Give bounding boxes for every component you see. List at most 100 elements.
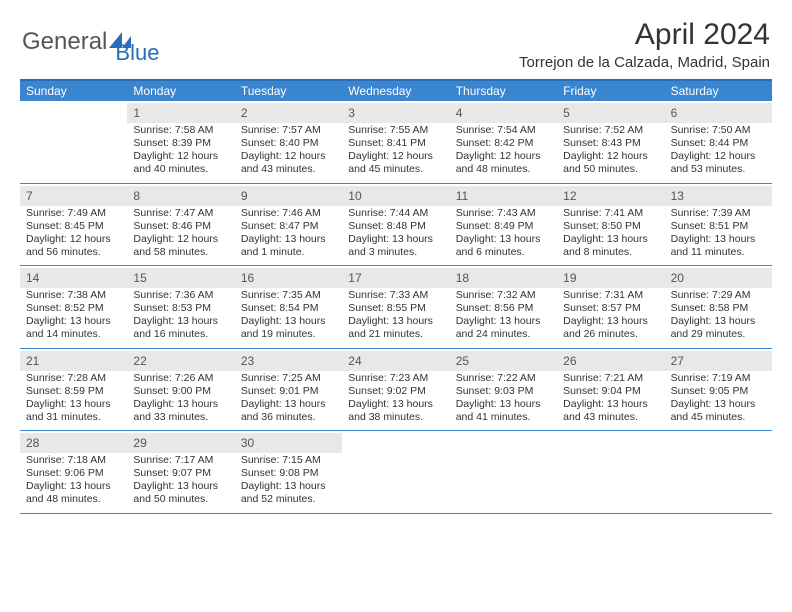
day-number-bar: 4 (450, 103, 557, 123)
day-cell: 10Sunrise: 7:44 AMSunset: 8:48 PMDayligh… (342, 184, 449, 266)
sunset-text: Sunset: 8:45 PM (26, 220, 121, 233)
sunrise-text: Sunrise: 7:38 AM (26, 289, 121, 302)
daylight-text: and 53 minutes. (671, 163, 766, 176)
sunrise-text: Sunrise: 7:21 AM (563, 372, 658, 385)
daylight-text: Daylight: 12 hours (241, 150, 336, 163)
day-cell: 9Sunrise: 7:46 AMSunset: 8:47 PMDaylight… (235, 184, 342, 266)
daylight-text: and 26 minutes. (563, 328, 658, 341)
day-cell: 3Sunrise: 7:55 AMSunset: 8:41 PMDaylight… (342, 101, 449, 183)
sunset-text: Sunset: 8:57 PM (563, 302, 658, 315)
daylight-text: Daylight: 13 hours (456, 398, 551, 411)
sunset-text: Sunset: 9:07 PM (133, 467, 228, 480)
sunrise-text: Sunrise: 7:43 AM (456, 207, 551, 220)
daylight-text: Daylight: 13 hours (671, 233, 766, 246)
daylight-text: and 14 minutes. (26, 328, 121, 341)
day-number-bar: 18 (450, 268, 557, 288)
day-number-bar: 7 (20, 186, 127, 206)
daylight-text: and 38 minutes. (348, 411, 443, 424)
daylight-text: Daylight: 13 hours (671, 398, 766, 411)
logo-text-general: General (22, 28, 107, 56)
day-cell: 22Sunrise: 7:26 AMSunset: 9:00 PMDayligh… (127, 349, 234, 431)
daylight-text: Daylight: 13 hours (26, 398, 121, 411)
sunrise-text: Sunrise: 7:46 AM (241, 207, 336, 220)
weekday-header: Sunday (20, 81, 127, 101)
day-number-bar: 10 (342, 186, 449, 206)
day-cell (342, 431, 449, 513)
sunset-text: Sunset: 8:55 PM (348, 302, 443, 315)
sunrise-text: Sunrise: 7:36 AM (133, 289, 228, 302)
daylight-text: Daylight: 13 hours (26, 315, 121, 328)
sunrise-text: Sunrise: 7:29 AM (671, 289, 766, 302)
daylight-text: and 33 minutes. (133, 411, 228, 424)
sunset-text: Sunset: 8:52 PM (26, 302, 121, 315)
daylight-text: and 48 minutes. (456, 163, 551, 176)
day-number: 26 (563, 354, 576, 368)
daylight-text: Daylight: 12 hours (26, 233, 121, 246)
day-number-bar: 9 (235, 186, 342, 206)
daylight-text: Daylight: 13 hours (563, 398, 658, 411)
page-title: April 2024 (519, 18, 770, 52)
sunset-text: Sunset: 8:54 PM (241, 302, 336, 315)
day-number-bar: 14 (20, 268, 127, 288)
day-number: 20 (671, 271, 684, 285)
daylight-text: and 58 minutes. (133, 246, 228, 259)
day-number-bar: 30 (235, 433, 342, 453)
daylight-text: and 24 minutes. (456, 328, 551, 341)
sunrise-text: Sunrise: 7:44 AM (348, 207, 443, 220)
sunset-text: Sunset: 8:51 PM (671, 220, 766, 233)
day-number: 5 (563, 106, 570, 120)
sunset-text: Sunset: 8:39 PM (133, 137, 228, 150)
day-cell (557, 431, 664, 513)
day-number-bar: 8 (127, 186, 234, 206)
day-number-bar: 12 (557, 186, 664, 206)
title-block: April 2024 Torrejon de la Calzada, Madri… (519, 18, 770, 71)
day-number: 19 (563, 271, 576, 285)
day-number-bar: 17 (342, 268, 449, 288)
sunset-text: Sunset: 9:08 PM (241, 467, 336, 480)
day-cell: 12Sunrise: 7:41 AMSunset: 8:50 PMDayligh… (557, 184, 664, 266)
daylight-text: Daylight: 13 hours (348, 315, 443, 328)
daylight-text: and 1 minute. (241, 246, 336, 259)
day-number-bar: 13 (665, 186, 772, 206)
day-cell (450, 431, 557, 513)
sunset-text: Sunset: 9:02 PM (348, 385, 443, 398)
sunrise-text: Sunrise: 7:35 AM (241, 289, 336, 302)
day-cell: 27Sunrise: 7:19 AMSunset: 9:05 PMDayligh… (665, 349, 772, 431)
day-number-bar: 21 (20, 351, 127, 371)
sunset-text: Sunset: 8:48 PM (348, 220, 443, 233)
sunset-text: Sunset: 8:41 PM (348, 137, 443, 150)
sunrise-text: Sunrise: 7:58 AM (133, 124, 228, 137)
day-number-bar: 27 (665, 351, 772, 371)
sunrise-text: Sunrise: 7:49 AM (26, 207, 121, 220)
sunrise-text: Sunrise: 7:55 AM (348, 124, 443, 137)
daylight-text: and 36 minutes. (241, 411, 336, 424)
day-number: 30 (241, 436, 254, 450)
day-cell: 26Sunrise: 7:21 AMSunset: 9:04 PMDayligh… (557, 349, 664, 431)
sunrise-text: Sunrise: 7:50 AM (671, 124, 766, 137)
daylight-text: and 50 minutes. (563, 163, 658, 176)
day-number: 22 (133, 354, 146, 368)
day-cell: 2Sunrise: 7:57 AMSunset: 8:40 PMDaylight… (235, 101, 342, 183)
logo-text-blue: Blue (115, 40, 159, 66)
day-number-bar: 1 (127, 103, 234, 123)
day-number-bar: 11 (450, 186, 557, 206)
sunset-text: Sunset: 8:53 PM (133, 302, 228, 315)
day-cell: 30Sunrise: 7:15 AMSunset: 9:08 PMDayligh… (235, 431, 342, 513)
daylight-text: Daylight: 13 hours (241, 315, 336, 328)
daylight-text: Daylight: 13 hours (348, 398, 443, 411)
sunrise-text: Sunrise: 7:47 AM (133, 207, 228, 220)
day-cell: 4Sunrise: 7:54 AMSunset: 8:42 PMDaylight… (450, 101, 557, 183)
day-number: 21 (26, 354, 39, 368)
day-cell: 20Sunrise: 7:29 AMSunset: 8:58 PMDayligh… (665, 266, 772, 348)
sunrise-text: Sunrise: 7:18 AM (26, 454, 121, 467)
day-number: 25 (456, 354, 469, 368)
sunset-text: Sunset: 8:58 PM (671, 302, 766, 315)
daylight-text: Daylight: 13 hours (241, 398, 336, 411)
sunrise-text: Sunrise: 7:52 AM (563, 124, 658, 137)
header: General Blue April 2024 Torrejon de la C… (0, 0, 792, 79)
sunrise-text: Sunrise: 7:32 AM (456, 289, 551, 302)
day-cell: 15Sunrise: 7:36 AMSunset: 8:53 PMDayligh… (127, 266, 234, 348)
sunrise-text: Sunrise: 7:41 AM (563, 207, 658, 220)
daylight-text: Daylight: 13 hours (456, 315, 551, 328)
sunrise-text: Sunrise: 7:15 AM (241, 454, 336, 467)
